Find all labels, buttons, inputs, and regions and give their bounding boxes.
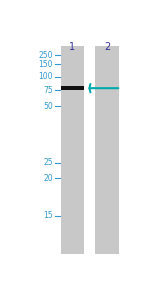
Text: 20: 20 <box>43 174 53 183</box>
Text: 2: 2 <box>104 42 110 52</box>
Text: 15: 15 <box>43 211 53 220</box>
Bar <box>61 86 84 90</box>
Text: 250: 250 <box>39 51 53 60</box>
Text: 25: 25 <box>43 158 53 167</box>
Bar <box>96 47 119 254</box>
Bar <box>61 47 84 254</box>
Text: 1: 1 <box>69 42 75 52</box>
Text: 150: 150 <box>39 60 53 69</box>
Text: 50: 50 <box>43 102 53 111</box>
Text: 100: 100 <box>39 72 53 81</box>
Text: 75: 75 <box>43 86 53 95</box>
